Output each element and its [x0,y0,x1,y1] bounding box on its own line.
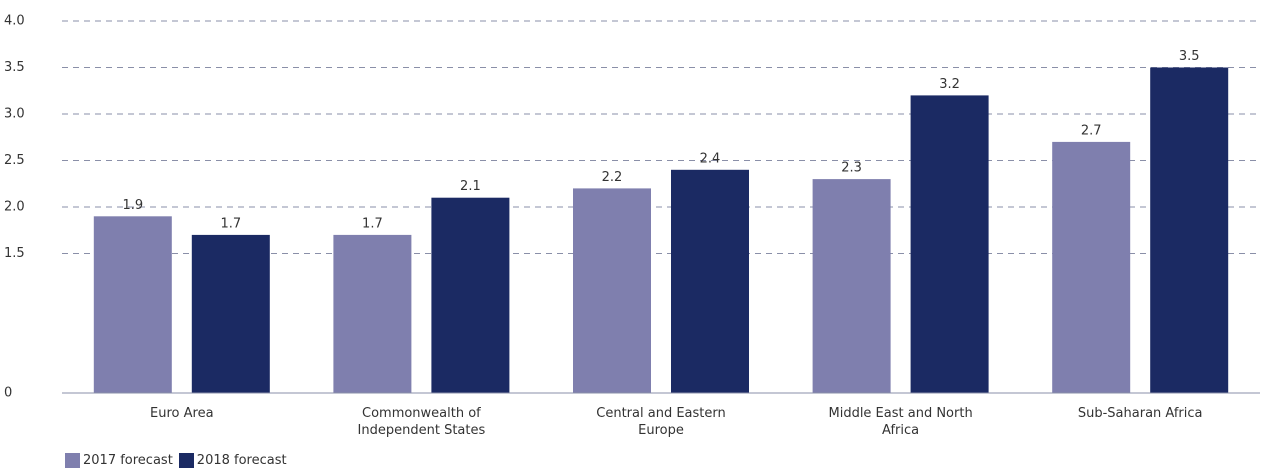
legend-label: 2017 forecast [83,453,173,468]
bar [910,95,989,394]
x-tick-text: Euro Area [150,406,214,421]
legend-label: 2018 forecast [196,453,287,468]
x-tick-text: Middle East and North Africa [828,406,973,438]
y-tick-label: 2.5 [4,153,25,168]
legend-swatch [178,453,194,468]
data-label: 2.3 [841,161,862,176]
y-tick-label: 3.0 [4,107,25,122]
bar [93,216,172,393]
legend-item: 2017 forecast [65,453,173,468]
bar [333,234,412,393]
x-tick-label: Sub-Saharan Africa [1040,405,1240,422]
data-label: 2.4 [700,151,721,166]
data-label: 1.9 [122,198,143,213]
bar [1052,141,1131,393]
bar [431,197,510,393]
bar [191,234,270,393]
data-label: 3.5 [1179,49,1200,64]
data-label: 2.7 [1081,123,1102,138]
y-tick-label: 3.5 [4,60,25,75]
x-tick-label: Commonwealth of Independent States [321,405,521,439]
x-tick-label: Euro Area [82,405,282,422]
x-tick-text: Sub-Saharan Africa [1077,406,1203,421]
y-tick-label: 1.5 [4,246,25,261]
data-label: 3.2 [939,77,960,92]
data-label: 2.2 [602,170,623,185]
legend-swatch [65,453,80,468]
x-tick-text: Commonwealth of Independent States [357,406,486,438]
data-label: 2.1 [460,179,481,194]
y-tick-label: 0 [4,386,12,401]
x-tick-text: Central and Eastern Europe [596,406,726,438]
bar [671,169,749,393]
bar [1150,67,1229,393]
legend: 2017 forecast 2018 forecast [65,453,287,468]
x-tick-label: Middle East and North Africa [801,405,1001,439]
y-tick-label: 2.0 [4,200,25,215]
legend-item: 2018 forecast [178,453,287,468]
x-tick-label: Central and Eastern Europe [561,405,761,439]
data-label: 1.7 [362,216,383,231]
bar [812,179,891,393]
bar [573,188,651,393]
y-tick-label: 4.0 [4,14,25,29]
data-label: 1.7 [220,216,241,231]
